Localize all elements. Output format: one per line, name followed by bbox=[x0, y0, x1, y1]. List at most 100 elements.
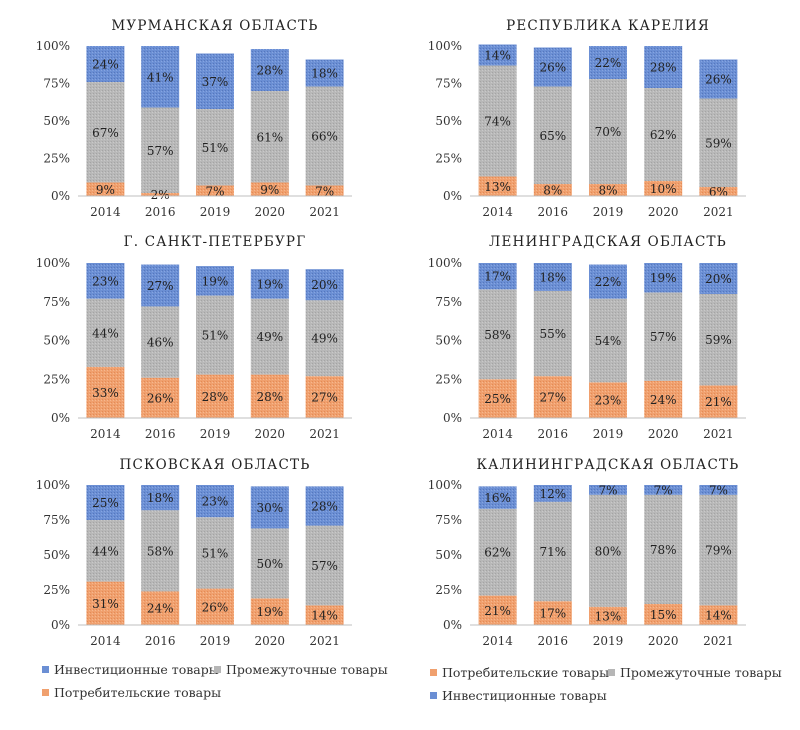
bar-segment-consumer bbox=[533, 601, 572, 625]
bar-segment-intermediate bbox=[250, 298, 289, 375]
bar-segment-consumer bbox=[196, 588, 234, 625]
x-tick-label: 2019 bbox=[200, 205, 231, 219]
bar-segment-investment bbox=[305, 59, 344, 87]
data-label-intermediate: 57% bbox=[650, 330, 677, 344]
bar-segment-intermediate bbox=[478, 289, 517, 380]
data-label-intermediate: 50% bbox=[256, 557, 283, 571]
legend-left: Инвестиционные товары Промежуточные това… bbox=[42, 662, 402, 712]
bar-segment-investment bbox=[86, 263, 125, 299]
bar-segment-investment bbox=[86, 46, 125, 82]
data-label-consumer: 14% bbox=[311, 609, 338, 623]
legend-item: Потребительские товары bbox=[430, 665, 609, 680]
bar-segment-intermediate bbox=[86, 520, 125, 582]
data-label-consumer: 17% bbox=[539, 607, 566, 621]
y-tick-label: 25% bbox=[435, 372, 462, 386]
bar-segment-intermediate bbox=[305, 86, 344, 186]
data-label-intermediate: 51% bbox=[202, 546, 229, 560]
data-label-consumer: 27% bbox=[311, 391, 338, 405]
bar-segment-consumer bbox=[589, 184, 627, 196]
y-tick-label: 100% bbox=[36, 256, 70, 270]
y-tick-label: 100% bbox=[36, 39, 70, 53]
y-tick-label: 0% bbox=[443, 189, 462, 203]
bar-segment-consumer bbox=[478, 176, 517, 196]
data-label-consumer: 26% bbox=[202, 600, 229, 614]
y-tick-label: 100% bbox=[428, 39, 462, 53]
data-label-investment: 17% bbox=[484, 270, 511, 284]
bar-segment-consumer bbox=[644, 181, 683, 196]
x-tick-label: 2019 bbox=[593, 634, 624, 648]
chart-panel: Г. САНКТ-ПЕТЕРБУРГ 0% 25% 50% 75% 100% 33% 44% 2… bbox=[36, 234, 352, 441]
bar-segment-intermediate bbox=[699, 294, 738, 386]
bar-segment-investment bbox=[141, 264, 180, 307]
data-label-consumer: 13% bbox=[484, 180, 511, 194]
x-tick-label: 2016 bbox=[145, 205, 176, 219]
bar-segment-intermediate bbox=[250, 528, 289, 599]
data-label-consumer: 33% bbox=[92, 386, 119, 400]
data-label-intermediate: 74% bbox=[484, 115, 511, 129]
bar-segment-investment bbox=[533, 485, 572, 502]
bar-segment-consumer bbox=[305, 376, 344, 418]
bar-segment-investment bbox=[589, 264, 627, 299]
bar-segment-investment bbox=[141, 46, 180, 108]
x-tick-label: 2020 bbox=[255, 634, 286, 648]
data-label-investment: 7% bbox=[709, 483, 728, 497]
data-label-consumer: 23% bbox=[595, 394, 622, 408]
bar-segment-consumer bbox=[699, 605, 738, 625]
data-label-investment: 30% bbox=[256, 501, 283, 515]
bar-segment-consumer bbox=[644, 380, 683, 418]
bar-segment-consumer bbox=[699, 385, 738, 418]
x-tick-label: 2020 bbox=[255, 205, 286, 219]
chart-title: ЛЕНИНГРАДСКАЯ ОБЛАСТЬ bbox=[489, 234, 727, 250]
bar-segment-consumer bbox=[141, 591, 180, 625]
data-label-consumer: 28% bbox=[202, 390, 229, 404]
data-label-investment: 23% bbox=[92, 274, 119, 288]
bar-segment-intermediate bbox=[589, 79, 627, 184]
data-label-consumer: 25% bbox=[484, 392, 511, 406]
x-tick-label: 2020 bbox=[255, 427, 286, 441]
legend-swatch-intermediate bbox=[608, 669, 615, 676]
bar-segment-intermediate bbox=[196, 109, 234, 186]
data-label-investment: 18% bbox=[147, 491, 174, 505]
bar-segment-investment bbox=[250, 486, 289, 529]
chart-title: ПСКОВСКАЯ ОБЛАСТЬ bbox=[119, 457, 310, 473]
data-label-investment: 19% bbox=[202, 274, 229, 288]
x-tick-label: 2021 bbox=[309, 427, 340, 441]
data-label-intermediate: 49% bbox=[311, 332, 338, 346]
data-label-intermediate: 58% bbox=[147, 544, 174, 558]
data-label-intermediate: 62% bbox=[484, 546, 511, 560]
x-tick-label: 2016 bbox=[145, 634, 176, 648]
data-label-investment: 12% bbox=[539, 487, 566, 501]
chart-panel: ПСКОВСКАЯ ОБЛАСТЬ 0% 25% 50% 75% 100% 31% 44% 25… bbox=[36, 457, 352, 648]
x-tick-label: 2014 bbox=[90, 634, 121, 648]
legend-right: Потребительские товары Промежуточные тов… bbox=[430, 665, 790, 715]
y-tick-label: 0% bbox=[443, 618, 462, 632]
bar-segment-intermediate bbox=[86, 82, 125, 183]
data-label-investment: 20% bbox=[311, 278, 338, 292]
bar-segment-intermediate bbox=[589, 298, 627, 383]
y-tick-label: 75% bbox=[43, 77, 70, 91]
bar-segment-consumer bbox=[86, 581, 125, 625]
data-label-consumer: 8% bbox=[598, 184, 617, 198]
bar-segment-investment bbox=[196, 53, 234, 109]
y-tick-label: 0% bbox=[51, 618, 70, 632]
data-label-investment: 7% bbox=[654, 483, 673, 497]
data-label-investment: 24% bbox=[92, 58, 119, 72]
bar-segment-intermediate bbox=[644, 292, 683, 381]
y-tick-label: 50% bbox=[43, 114, 70, 128]
y-tick-label: 75% bbox=[435, 295, 462, 309]
data-label-intermediate: 54% bbox=[595, 334, 622, 348]
bar-segment-intermediate bbox=[196, 517, 234, 589]
legend-item: Промежуточные товары bbox=[214, 662, 388, 677]
y-tick-label: 50% bbox=[43, 548, 70, 562]
chart-panel: КАЛИНИНГРАДСКАЯ ОБЛАСТЬ 0% 25% 50% 75% 100% 21… bbox=[428, 457, 746, 648]
bar-segment-investment bbox=[478, 44, 517, 66]
legend-item: Потребительские товары bbox=[42, 685, 221, 700]
y-tick-label: 50% bbox=[435, 548, 462, 562]
y-tick-label: 50% bbox=[435, 114, 462, 128]
data-label-investment: 26% bbox=[539, 61, 566, 75]
x-tick-label: 2020 bbox=[648, 205, 679, 219]
data-label-intermediate: 65% bbox=[539, 129, 566, 143]
x-tick-label: 2019 bbox=[593, 427, 624, 441]
x-tick-label: 2016 bbox=[145, 427, 176, 441]
